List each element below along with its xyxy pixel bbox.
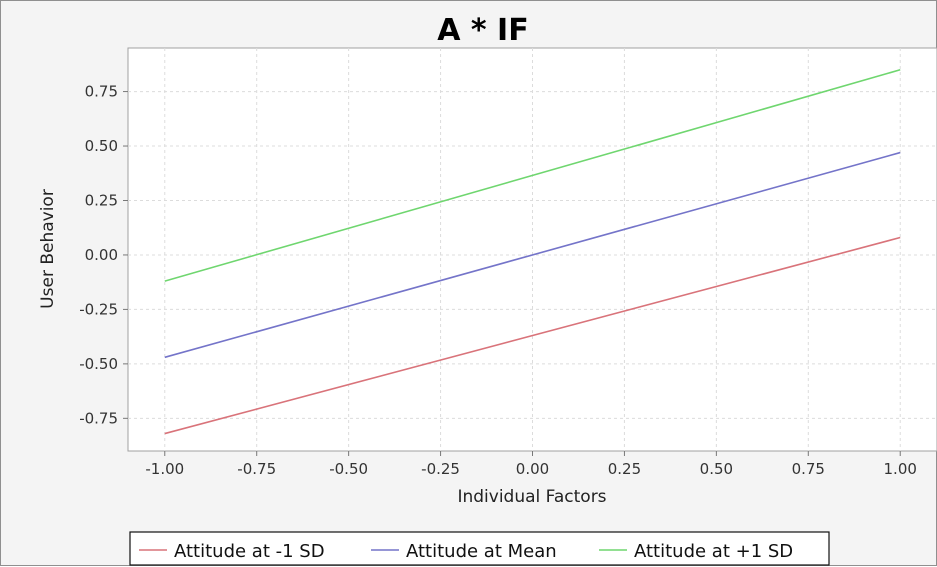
x-tick-label: 1.00 (884, 460, 917, 478)
x-tick-label: -0.50 (329, 460, 368, 478)
y-tick-label: 0.75 (85, 83, 118, 101)
y-axis-label: User Behavior (38, 189, 58, 309)
x-tick-label: -0.75 (237, 460, 276, 478)
legend: Attitude at -1 SD Attitude at Mean Attitud… (129, 531, 830, 566)
y-tick-label: -0.25 (79, 300, 118, 318)
chart-title: A * IF (437, 13, 528, 48)
x-axis-label: Individual Factors (457, 487, 606, 507)
x-axis: -1.00 -0.75 -0.50 -0.25 0.00 0.25 0.50 0.75 1.00 (145, 451, 917, 478)
x-tick-label: 0.00 (516, 460, 549, 478)
grid-lines (128, 48, 937, 451)
y-tick-label: -0.50 (79, 355, 118, 373)
x-tick-label: -1.00 (145, 460, 184, 478)
x-tick-label: 0.25 (608, 460, 641, 478)
y-axis: 0.75 0.50 0.25 0.00 -0.25 -0.50 -0.75 (79, 83, 128, 427)
x-tick-label: 0.50 (700, 460, 733, 478)
legend-label-2: Attitude at +1 SD (634, 541, 793, 562)
legend-box (129, 531, 830, 566)
y-tick-label: 0.00 (85, 246, 118, 264)
y-tick-label: 0.50 (85, 137, 118, 155)
series-line-0 (164, 236, 901, 435)
y-tick-label: -0.75 (79, 409, 118, 427)
series-line-2 (164, 69, 901, 282)
legend-label-0: Attitude at -1 SD (174, 541, 325, 562)
series-lines (164, 69, 901, 435)
series-line-1 (164, 151, 901, 359)
y-tick-label: 0.25 (85, 191, 118, 209)
x-tick-label: 0.75 (792, 460, 825, 478)
legend-label-1: Attitude at Mean (406, 541, 557, 562)
x-tick-label: -0.25 (421, 460, 460, 478)
